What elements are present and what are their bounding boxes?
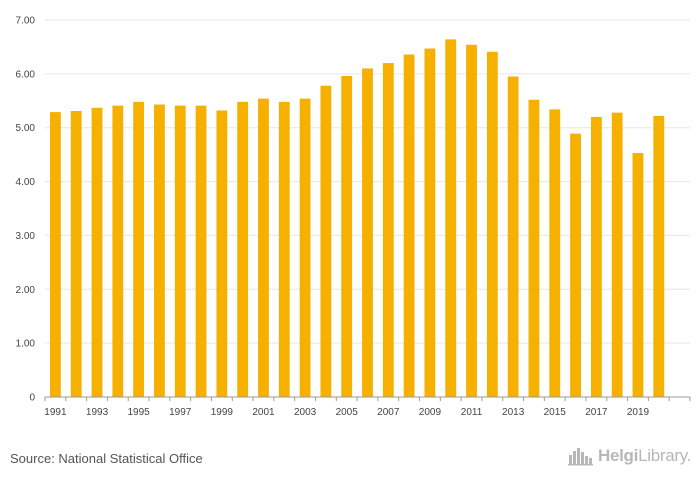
y-tick-label: 6.00 — [16, 69, 36, 80]
bar-2015 — [549, 109, 561, 397]
brand-light: Library. — [638, 446, 692, 465]
bar-2016 — [570, 133, 581, 398]
x-tick-label: 2013 — [502, 407, 525, 418]
bar-2002 — [278, 101, 290, 397]
x-tick-label: 2015 — [544, 407, 567, 418]
bar-2017 — [590, 116, 602, 397]
y-axis: 0 1.00 2.00 3.00 4.00 5.00 6.00 7.00 — [16, 16, 36, 404]
bar-2020 — [653, 115, 665, 397]
x-tick-label: 2005 — [336, 407, 359, 418]
bar-2019 — [632, 153, 644, 397]
x-tick-label: 2007 — [377, 407, 400, 418]
bar-2003 — [299, 98, 311, 397]
bar-2011 — [466, 44, 477, 397]
bar-2005 — [341, 76, 353, 398]
x-tick-label: 2001 — [252, 407, 275, 418]
x-tick-label: 2003 — [294, 407, 317, 418]
bar-2007 — [382, 63, 394, 397]
bar-chart: 01.002.003.004.005.006.007.00 1991 1993 19… — [16, 16, 691, 418]
y-tick-label: 3.00 — [16, 231, 36, 242]
city-skyline-icon — [568, 448, 593, 466]
bar-2012 — [486, 51, 498, 397]
source-note: Source: National Statistical Office — [10, 451, 203, 466]
y-tick-label: 2.00 — [16, 285, 36, 296]
x-tick-label: 1995 — [128, 407, 151, 418]
x-tick-label: 1993 — [86, 407, 109, 418]
bars — [49, 39, 665, 398]
x-tick-label: 1991 — [44, 407, 67, 418]
y-tick-label: 1.00 — [16, 339, 36, 350]
bar-1999 — [216, 110, 228, 397]
bar-2009 — [424, 48, 436, 398]
x-axis: 1991 1993 1995 1997 1999 2001 2003 2005 2007 2009… — [44, 396, 691, 418]
x-tick-label: 1997 — [169, 407, 192, 418]
x-tick-label: 2009 — [419, 407, 442, 418]
bar-1996 — [154, 104, 165, 397]
bar-1993 — [91, 107, 103, 397]
bar-2013 — [507, 76, 519, 398]
bar-2010 — [445, 39, 457, 397]
x-tick-label: 2011 — [461, 407, 483, 418]
brand-text: HelgiLibrary. — [598, 446, 691, 466]
bar-1995 — [133, 101, 145, 397]
x-tick-label: 1999 — [211, 407, 234, 418]
x-tick-label: 2019 — [627, 407, 650, 418]
x-tick-label: 2017 — [585, 407, 608, 418]
bar-2000 — [237, 101, 249, 397]
y-tick-label: 5.00 — [16, 123, 36, 134]
helgilibrary-logo[interactable]: HelgiLibrary. — [568, 446, 691, 466]
bar-1994 — [112, 105, 124, 397]
bar-2001 — [258, 98, 269, 397]
bar-1998 — [195, 105, 207, 397]
y-tick-label: 4.00 — [16, 177, 36, 188]
bar-1992 — [70, 111, 82, 398]
bar-2004 — [320, 85, 332, 397]
bar-2018 — [611, 112, 623, 398]
y-tick-label: 7.00 — [16, 16, 36, 27]
bar-1997 — [174, 105, 186, 397]
bar-1991 — [49, 112, 61, 398]
bar-2008 — [403, 54, 415, 398]
bar-2006 — [362, 68, 373, 397]
bar-2014 — [528, 99, 540, 398]
brand-bold: Helgi — [598, 446, 639, 465]
y-tick-label: 0 — [29, 393, 35, 404]
